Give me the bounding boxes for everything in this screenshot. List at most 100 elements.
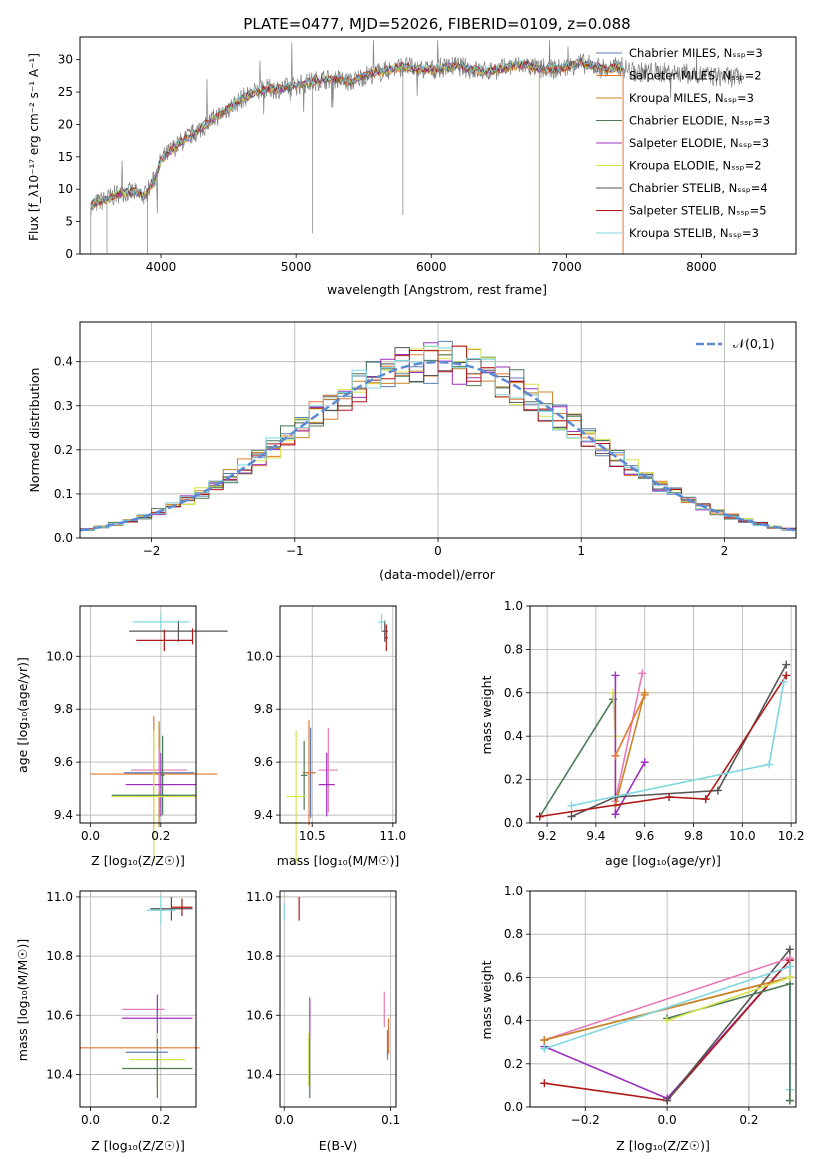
x-tick-label: −2: [143, 544, 161, 558]
model-line-kroupa_stelib: [90, 57, 624, 208]
weight-marker: [713, 786, 722, 795]
x-tick-label: 10.5: [299, 829, 326, 843]
y-tick-label: 9.4: [54, 808, 73, 822]
legend-entry: Chabrier STELIB, Nₛₛₚ=4: [629, 181, 768, 195]
x-tick-label: 0.2: [739, 1113, 758, 1127]
weight-line-chabrier_elodie: [539, 698, 614, 817]
weight-line-salpeter_elodie: [614, 675, 646, 818]
figure-title: PLATE=0477, MJD=52026, FIBERID=0109, z=0…: [243, 15, 630, 33]
x-tick-label: 11.0: [379, 829, 406, 843]
y-tick-label: 0.3: [54, 399, 73, 413]
x-tick-label: 0: [434, 544, 442, 558]
y-tick-label: 9.8: [254, 702, 273, 716]
x-tick-label: 0.1: [381, 1113, 400, 1127]
x-tick-label: 0.0: [658, 1113, 677, 1127]
weight-marker: [785, 945, 794, 954]
x-tick-label: 5000: [281, 260, 312, 274]
legend-entry: Salpeter MILES, Nₛₛₚ=2: [629, 69, 762, 83]
axes-frame: [529, 605, 797, 824]
model-line-kroupa_miles: [90, 60, 624, 209]
weight-marker: [567, 812, 576, 821]
weight-marker: [540, 1036, 549, 1045]
weight-marker: [665, 792, 674, 801]
weight-marker: [785, 962, 794, 971]
legend-entry: 𝒩(0,1): [733, 336, 775, 351]
mass-z-ylabel: mass [log₁₀(M/M☉)]: [15, 939, 30, 1061]
weight-marker: [785, 1096, 794, 1105]
weight-marker: [540, 1044, 549, 1053]
y-tick-label: 10.8: [46, 949, 73, 963]
weight-marker: [535, 812, 544, 821]
y-tick-label: 0.1: [54, 487, 73, 501]
y-tick-label: 0.4: [54, 355, 73, 369]
axes-frame: [79, 605, 197, 824]
weight-marker: [765, 760, 774, 769]
weight-line-kroupa_miles: [614, 692, 646, 806]
axes-frame: [79, 890, 197, 1108]
legend-entry: Chabrier MILES, Nₛₛₚ=3: [629, 46, 763, 60]
y-tick-label: 0.0: [504, 816, 523, 830]
weight-marker: [701, 795, 710, 804]
mass-z-xlabel: Z [log₁₀(Z/Z☉)]: [91, 1138, 185, 1153]
y-tick-label: 0.4: [504, 1014, 523, 1028]
y-tick-label: 0.0: [504, 1100, 523, 1114]
weight-marker: [638, 669, 647, 678]
legend-entry: Kroupa ELODIE, Nₛₛₚ=2: [629, 159, 762, 173]
spectrum-ylabel: Flux [f_λ10⁻¹⁷ erg cm⁻² s⁻¹ A⁻¹]: [27, 53, 41, 241]
y-tick-label: 10.0: [46, 649, 73, 663]
y-tick-label: 10.0: [246, 649, 273, 663]
legend-entry: Salpeter STELIB, Nₛₛₚ=5: [629, 204, 767, 218]
weight-marker: [785, 973, 794, 982]
x-tick-label: 6000: [416, 260, 447, 274]
y-tick-label: 0.4: [504, 729, 523, 743]
y-tick-label: 10.4: [246, 1067, 273, 1081]
age-mass-xlabel: mass [log₁₀(M/M☉)]: [277, 853, 399, 868]
y-tick-label: 10.6: [246, 1008, 273, 1022]
hist-kroupa_stelib: [79, 345, 796, 538]
y-tick-label: 0: [65, 247, 73, 261]
weight-marker: [779, 677, 788, 686]
axes-frame: [279, 605, 397, 824]
legend-entry: Salpeter ELODIE, Nₛₛₚ=3: [629, 136, 769, 150]
legend-entry: Kroupa STELIB, Nₛₛₚ=3: [629, 226, 759, 240]
y-tick-label: 10.8: [246, 949, 273, 963]
weight-line-salpeter_stelib: [539, 674, 787, 818]
model-line-salpeter_miles: [90, 60, 624, 210]
x-tick-label: 8000: [686, 260, 717, 274]
weight-z-xlabel: Z [log₁₀(Z/Z☉)]: [616, 1138, 710, 1153]
x-tick-label: 7000: [551, 260, 582, 274]
residuals-xlabel: (data-model)/error: [379, 567, 496, 582]
x-tick-label: 2: [721, 544, 729, 558]
y-tick-label: 1.0: [504, 884, 523, 898]
y-tick-label: 5: [65, 215, 73, 229]
axes-frame: [79, 36, 797, 255]
weight-marker: [611, 810, 620, 819]
axes-frame: [529, 890, 797, 1108]
weight-z-ylabel: mass weight: [479, 960, 494, 1039]
spectrum-xlabel: wavelength [Angstrom, rest frame]: [327, 282, 547, 297]
x-tick-label: 0.0: [81, 829, 100, 843]
weight-marker: [640, 758, 649, 767]
axes-frame: [79, 321, 797, 539]
y-tick-label: 9.6: [254, 755, 273, 769]
y-tick-label: 20: [58, 117, 73, 131]
x-tick-label: 10.0: [729, 829, 756, 843]
normal-curve: [79, 360, 797, 532]
y-tick-label: 0.2: [504, 1057, 523, 1071]
y-tick-label: 0.2: [504, 773, 523, 787]
weight-age-xlabel: age [log₁₀(age/yr)]: [605, 853, 721, 868]
x-tick-label: 0.2: [151, 1113, 170, 1127]
x-tick-label: 9.8: [684, 829, 703, 843]
weight-marker: [782, 660, 791, 669]
weight-marker: [785, 953, 794, 962]
weight-line-kroupa_elodie: [666, 976, 791, 1022]
y-tick-label: 11.0: [46, 890, 73, 904]
mass-ebv-xlabel: E(B-V): [319, 1138, 358, 1153]
x-tick-label: 9.4: [586, 829, 605, 843]
weight-line-miles_pink: [614, 673, 644, 802]
y-tick-label: 15: [58, 150, 73, 164]
x-tick-label: −1: [286, 544, 304, 558]
legend-entry: Kroupa MILES, Nₛₛₚ=3: [629, 91, 754, 105]
axes-frame: [279, 890, 397, 1108]
weight-marker: [567, 801, 576, 810]
